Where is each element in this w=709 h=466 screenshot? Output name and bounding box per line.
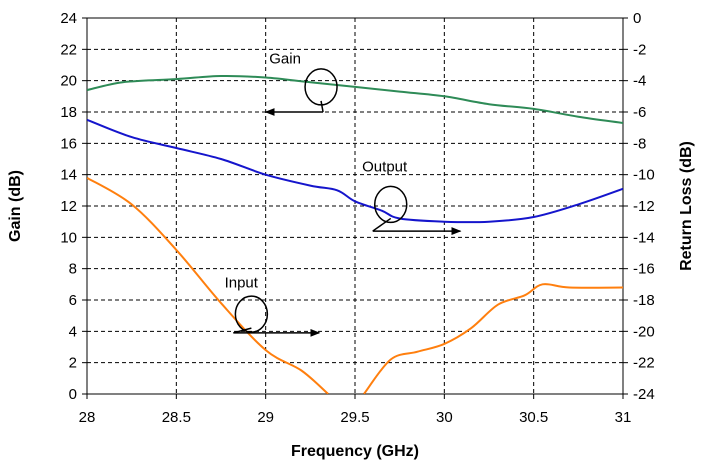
y2-tick-label: -24 — [633, 386, 655, 403]
y-tick-label: 18 — [60, 104, 77, 121]
annotation-input-label: Input — [225, 274, 259, 291]
y-tick-label: 22 — [60, 41, 77, 58]
y2-tick-label: -4 — [633, 73, 646, 90]
x-tick-label: 30 — [436, 409, 453, 426]
y-tick-label: 6 — [69, 292, 77, 309]
y2-tick-label: -2 — [633, 41, 646, 58]
y-tick-label: 0 — [69, 386, 77, 403]
y2-tick-label: -20 — [633, 323, 655, 340]
y-tick-label: 8 — [69, 261, 77, 278]
y2-axis-title: Return Loss (dB) — [678, 141, 695, 271]
annotation-output-label: Output — [362, 159, 408, 176]
y2-tick-label: -16 — [633, 261, 655, 278]
y2-tick-label: -6 — [633, 104, 646, 121]
y-tick-label: 14 — [60, 167, 77, 184]
y2-tick-label: -10 — [633, 167, 655, 184]
y2-tick-label: -18 — [633, 292, 655, 309]
x-tick-label: 29 — [257, 409, 274, 426]
y-tick-label: 2 — [69, 355, 77, 372]
y-tick-label: 20 — [60, 73, 77, 90]
y2-tick-label: 0 — [633, 10, 641, 27]
x-tick-label: 28 — [79, 409, 96, 426]
y-tick-label: 16 — [60, 135, 77, 152]
y-tick-label: 24 — [60, 10, 77, 27]
y2-tick-label: -8 — [633, 135, 646, 152]
y2-tick-label: -12 — [633, 198, 655, 215]
y-tick-label: 10 — [60, 229, 77, 246]
y2-tick-label: -14 — [633, 229, 655, 246]
y-tick-label: 4 — [69, 323, 77, 340]
x-tick-label: 29.5 — [340, 409, 369, 426]
x-tick-label: 31 — [615, 409, 632, 426]
annotation-gain-label: Gain — [269, 50, 301, 67]
x-tick-label: 28.5 — [162, 409, 191, 426]
y-axis-title: Gain (dB) — [7, 170, 24, 242]
x-axis-title: Frequency (GHz) — [291, 443, 419, 460]
y-tick-label: 12 — [60, 198, 77, 215]
y2-tick-label: -22 — [633, 355, 655, 372]
x-tick-label: 30.5 — [519, 409, 548, 426]
